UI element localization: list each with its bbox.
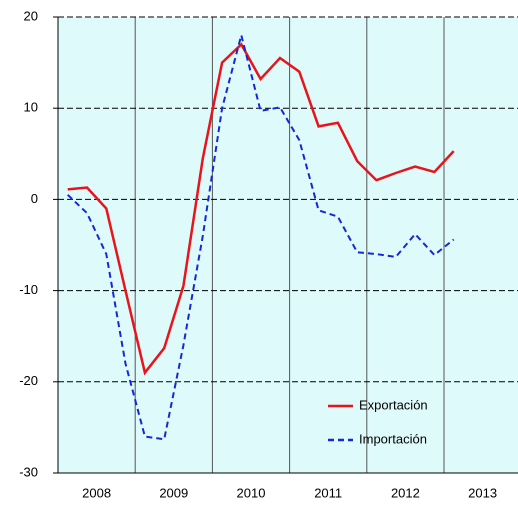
x-tick-label: 2010	[237, 485, 266, 500]
y-tick-label: -10	[19, 282, 38, 297]
series-line	[67, 31, 455, 441]
plot-area	[58, 17, 518, 473]
y-tick-label: -30	[19, 464, 38, 479]
y-tick-label: -20	[19, 373, 38, 388]
x-tick-label: 2011	[314, 485, 342, 500]
x-tick-label: 2009	[159, 485, 188, 500]
x-tick-label: 2012	[391, 485, 420, 500]
legend-label: Exportación	[359, 397, 428, 412]
x-tick-label: 2013	[468, 485, 497, 500]
y-tick-label: 0	[31, 191, 38, 206]
series-line	[67, 42, 455, 376]
x-tick-label: 2008	[82, 485, 111, 500]
y-tick-label: 20	[24, 8, 38, 23]
legend-label: Importación	[359, 431, 427, 446]
y-tick-label: 10	[24, 100, 38, 115]
